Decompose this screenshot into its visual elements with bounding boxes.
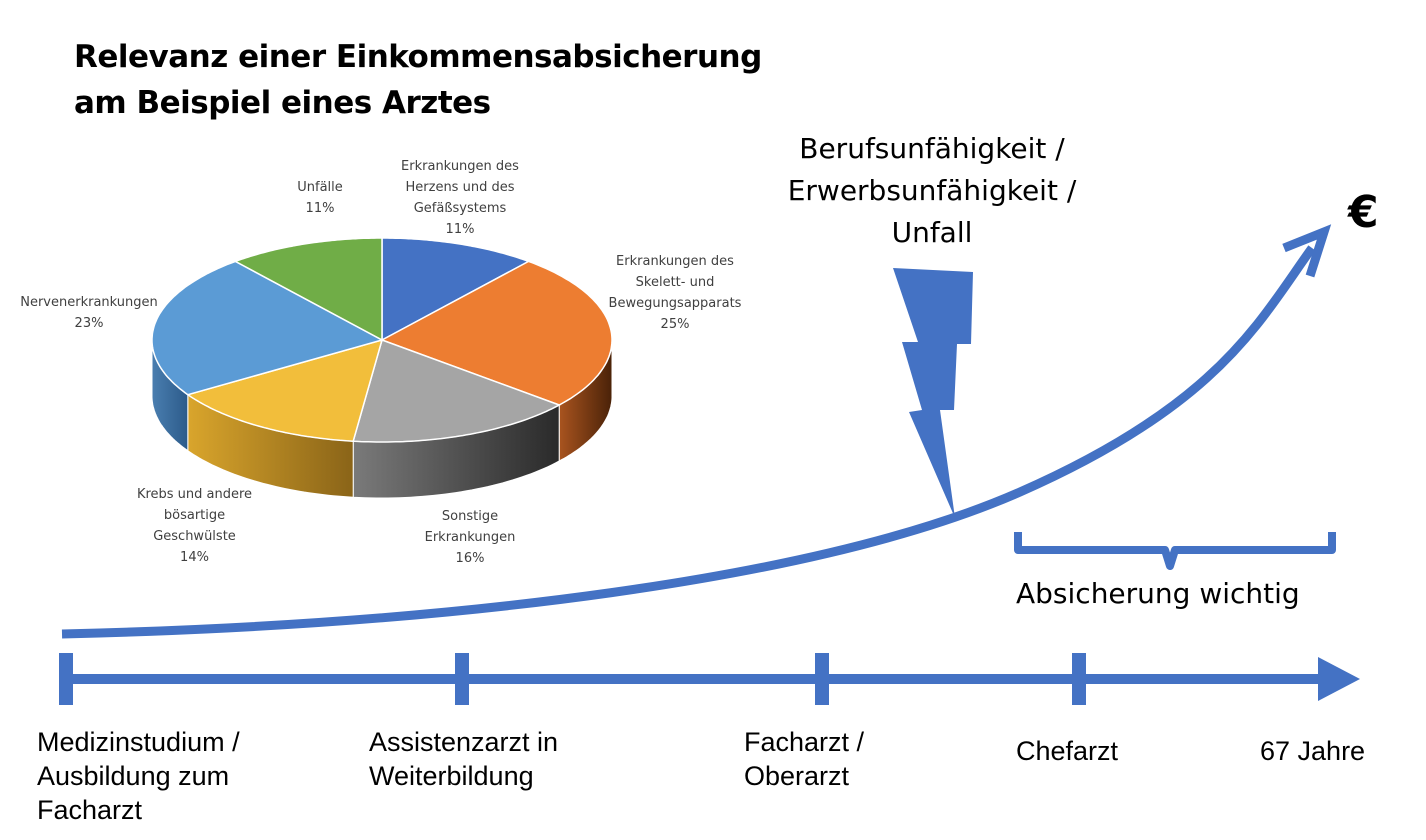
stage-label-4: Chefarzt — [1016, 736, 1119, 766]
stage-label-2: Assistenzarzt in Weiterbildung — [369, 727, 559, 791]
stage-label-1: Medizinstudium / Ausbildung zum Facharzt — [37, 727, 240, 825]
pie-label-cancer: Krebs und andere bösartige Geschwülste 1… — [136, 487, 253, 565]
timeline-tick-2 — [455, 653, 469, 705]
pie-slice-accidents — [233, 237, 383, 342]
pie-slice-skeleton — [380, 260, 613, 406]
pie-label-accidents: Unfälle 11% — [297, 180, 343, 216]
timeline-arrowhead — [1318, 657, 1360, 701]
timeline-tick-3 — [815, 653, 829, 705]
pie-label-heart: Erkrankungen des Herzens und des Gefäßsy… — [401, 159, 519, 237]
pie-slice-other — [352, 339, 562, 443]
timeline-tick-1 — [59, 653, 73, 705]
coverage-label: Absicherung wichtig — [1016, 577, 1300, 610]
page-title: Relevanz einer Einkommensabsicherung am … — [74, 34, 762, 126]
stage-label-3: Facharzt / Oberarzt — [744, 727, 865, 791]
pie-slice-cancer — [186, 338, 384, 442]
title-line-2: am Beispiel eines Arztes — [74, 85, 491, 121]
pie-label-other: Sonstige Erkrankungen 16% — [424, 509, 516, 566]
pie-chart-tops — [151, 237, 613, 443]
stage-label-5: 67 Jahre — [1260, 736, 1366, 766]
income-growth-arrowhead — [1282, 224, 1332, 278]
pie-chart-sides — [151, 340, 613, 499]
coverage-brace — [1014, 532, 1336, 570]
pie-label-nerves: Nervenerkrankungen 23% — [20, 295, 158, 331]
lightning-icon — [893, 268, 973, 518]
pie-slice-nerves — [151, 260, 384, 396]
title-line-1: Relevanz einer Einkommensabsicherung — [74, 39, 762, 75]
pie-slice-heart — [381, 237, 531, 342]
pie-label-skeleton: Erkrankungen des Skelett- und Bewegungsa… — [608, 254, 742, 332]
income-growth-curve — [61, 245, 1316, 639]
risk-label: Berufsunfähigkeit / Erwerbsunfähigkeit /… — [787, 132, 1077, 249]
timeline-tick-4 — [1072, 653, 1086, 705]
euro-icon: € — [1348, 187, 1379, 238]
